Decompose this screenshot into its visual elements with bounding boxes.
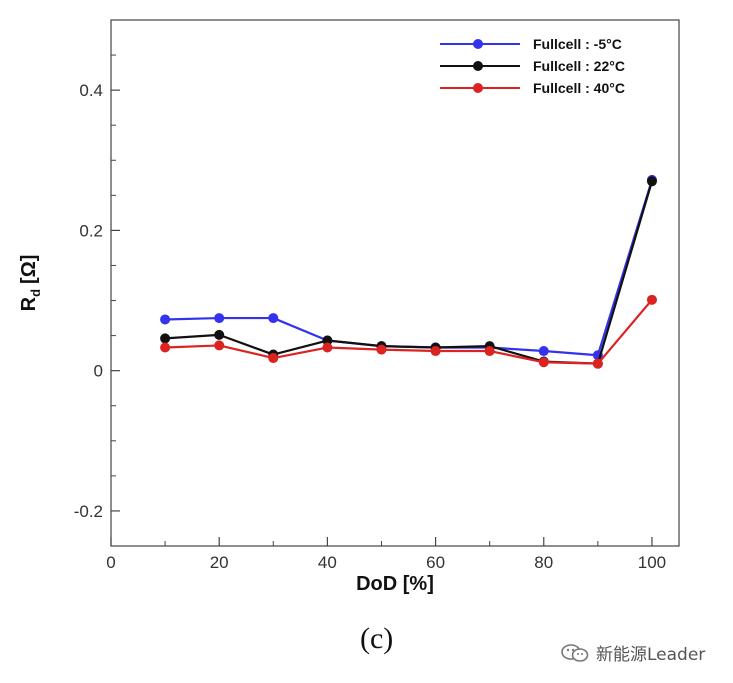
series-line-3 (165, 299, 653, 365)
data-point (322, 342, 333, 353)
y-axis-title-unit: [Ω] (18, 255, 40, 284)
x-tick-label: 40 (318, 553, 337, 572)
minor-ticks (111, 54, 599, 546)
legend-marker-series-1 (473, 39, 483, 49)
data-point (214, 313, 225, 324)
legend: Fullcell : -5°C Fullcell : 22°C Fullcell… (440, 36, 625, 96)
legend-entry: Fullcell : 22°C (440, 58, 625, 74)
x-tick-label: 100 (638, 553, 666, 572)
data-point (268, 313, 279, 324)
legend-unit-series-3: °C (609, 80, 625, 96)
x-tick-label: 0 (106, 553, 115, 572)
x-tick-label: 20 (210, 553, 229, 572)
y-tick-label: 0.2 (79, 221, 103, 240)
x-tick-label: 60 (426, 553, 445, 572)
data-point (214, 329, 225, 340)
watermark-text: 新能源Leader (596, 645, 706, 665)
data-point (592, 358, 603, 369)
series-line-1 (165, 179, 654, 357)
y-tick-label: -0.2 (74, 502, 103, 521)
data-point (538, 346, 549, 357)
legend-label-series-1: Fullcell : -5 (533, 36, 606, 52)
data-point (538, 357, 549, 368)
svg-text:Fullcell : 22°C: Fullcell : 22°C (533, 58, 625, 74)
data-point (484, 346, 495, 357)
data-point (160, 314, 171, 325)
legend-label-series-2: Fullcell : 22 (533, 58, 609, 74)
data-point (646, 176, 657, 187)
y-tick-label: 0.4 (79, 81, 103, 100)
series-layer (160, 174, 657, 369)
legend-unit-series-1: °C (606, 36, 622, 52)
watermark: 新能源Leader (560, 640, 705, 665)
y-axis-title-subscript: d (28, 289, 43, 297)
data-point (430, 346, 441, 357)
data-point (646, 294, 657, 305)
data-point (214, 340, 225, 351)
y-axis-ticks: -0.2 0 0.2 0.4 (74, 81, 120, 521)
x-axis-title: DoD [%] (356, 573, 434, 595)
data-point (376, 344, 387, 355)
legend-marker-series-2 (473, 61, 483, 71)
x-axis-ticks: 0 20 40 60 80 100 (106, 537, 666, 572)
legend-label-series-3: Fullcell : 40 (533, 80, 609, 96)
legend-entry: Fullcell : 40°C (440, 80, 625, 96)
data-point (160, 333, 171, 344)
wechat-icon (561, 643, 589, 662)
plot-frame (110, 19, 680, 547)
data-point (160, 342, 171, 353)
data-point (322, 335, 333, 346)
data-point (268, 353, 279, 364)
x-tick-label: 80 (534, 553, 553, 572)
line-chart: 0 20 40 60 80 100 -0.2 0 0.2 0.4 DoD [%] Rd [Ω] F… (18, 19, 680, 595)
legend-marker-series-3 (473, 83, 483, 93)
svg-text:Fullcell : -5°C: Fullcell : -5°C (533, 36, 622, 52)
legend-entry: Fullcell : -5°C (440, 36, 622, 52)
series-line-2 (165, 180, 654, 365)
y-tick-label: 0 (94, 362, 103, 381)
svg-text:Fullcell : 40°C: Fullcell : 40°C (533, 80, 625, 96)
svg-text:Rd[Ω]: Rd [Ω] (18, 255, 43, 312)
y-axis-title: Rd [Ω] (18, 255, 43, 312)
y-axis-title-main: R (18, 296, 40, 311)
figure-caption: (c) (360, 622, 394, 655)
legend-unit-series-2: °C (609, 58, 625, 74)
